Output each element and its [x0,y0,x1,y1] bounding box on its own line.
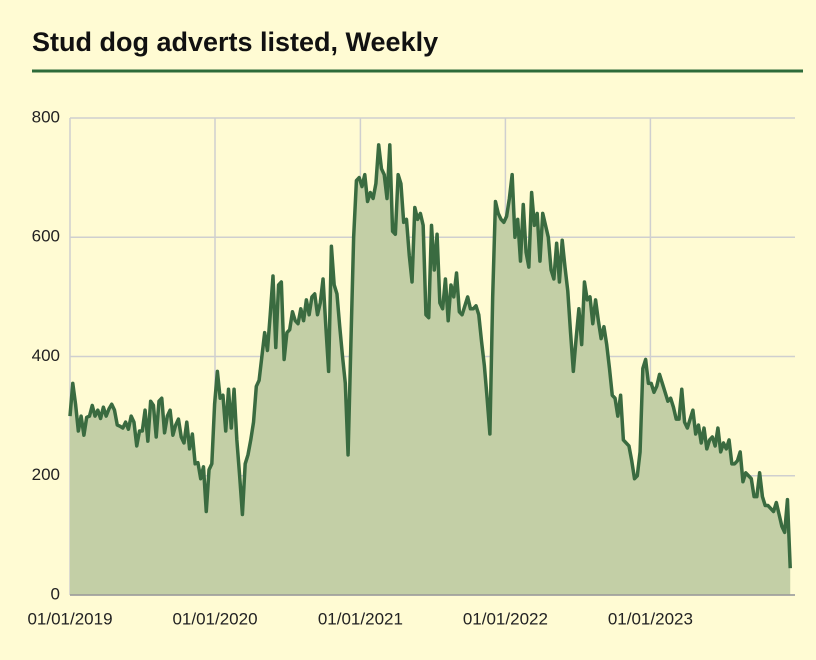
chart-title: Stud dog adverts listed, Weekly [32,27,438,57]
y-tick-label: 800 [32,107,60,126]
x-tick-label: 01/01/2019 [27,609,112,628]
y-tick-label: 400 [32,346,60,365]
y-tick-label: 0 [51,584,60,603]
area [70,144,791,595]
y-tick-label: 200 [32,465,60,484]
x-tick-label: 01/01/2021 [318,609,403,628]
x-tick-label: 01/01/2020 [172,609,257,628]
x-tick-label: 01/01/2023 [608,609,693,628]
x-tick-label: 01/01/2022 [463,609,548,628]
line [68,143,792,569]
y-tick-label: 600 [32,227,60,246]
